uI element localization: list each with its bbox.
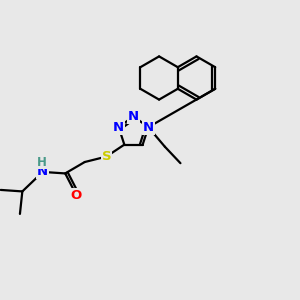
Text: H: H [37, 156, 47, 169]
Text: N: N [128, 110, 139, 123]
Text: O: O [70, 189, 81, 202]
Text: N: N [37, 165, 48, 178]
Text: N: N [113, 121, 124, 134]
Text: N: N [143, 121, 154, 134]
Text: S: S [101, 150, 111, 163]
